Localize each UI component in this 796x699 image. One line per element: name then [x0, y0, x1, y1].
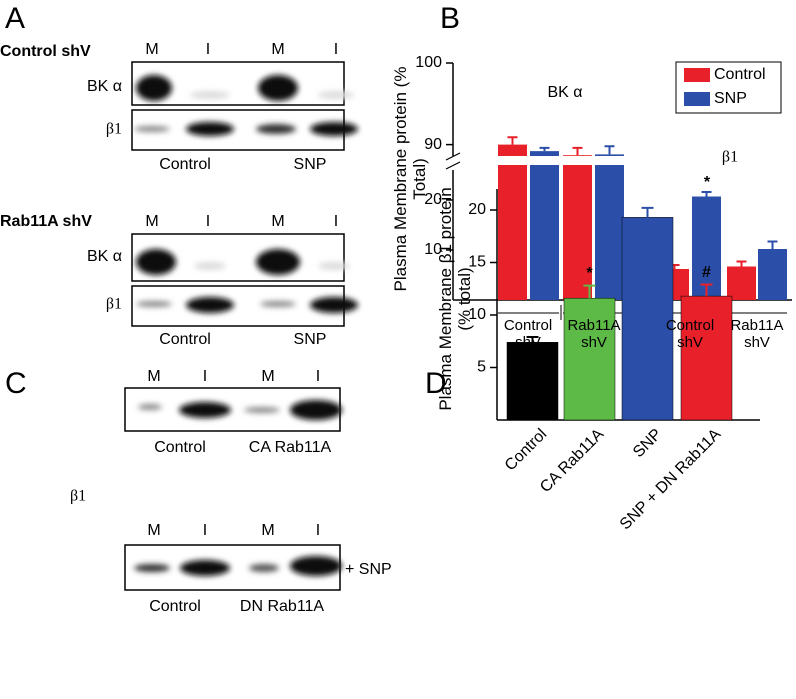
condition-label: Control	[159, 331, 211, 348]
bands	[134, 556, 342, 576]
error-bar	[604, 145, 615, 155]
lane-label: M	[261, 522, 274, 539]
y-tick-label: 20	[424, 191, 442, 208]
axis-break	[445, 152, 461, 161]
break-gap	[445, 156, 630, 165]
lane-label: I	[203, 368, 207, 385]
panel-label: C	[5, 367, 27, 400]
significance-mark: *	[586, 265, 593, 282]
y-tick-label: 10	[468, 306, 486, 323]
lane-label: M	[271, 213, 284, 230]
annotation: β1	[722, 149, 738, 166]
row-label: BK α	[87, 248, 122, 265]
y-axis-label: Plasma Membrane β1 protein (% total)	[436, 187, 474, 411]
legend-swatch	[684, 92, 710, 106]
y-tick-label: 20	[468, 201, 486, 218]
y-tick-label: 5	[477, 359, 486, 376]
legend-label: Control	[714, 66, 766, 83]
group-title: Control shV	[0, 43, 91, 60]
axis-break	[445, 161, 461, 170]
bar	[506, 342, 559, 421]
lane-label: M	[147, 368, 160, 385]
error-bar	[700, 283, 713, 297]
lane-label: M	[271, 41, 284, 58]
panel-label: D	[425, 367, 447, 400]
panel-label: A	[5, 2, 25, 35]
row-label: β1	[106, 121, 122, 138]
lane-label: I	[334, 41, 338, 58]
bar	[498, 144, 527, 300]
bar	[595, 154, 624, 300]
condition-label: Control	[149, 598, 201, 615]
protein-label: β1	[70, 488, 86, 505]
condition-label: SNP	[294, 156, 327, 173]
bands	[138, 400, 342, 420]
error-bar	[767, 240, 778, 249]
lane-label: I	[316, 522, 320, 539]
condition-label: Control	[154, 439, 206, 456]
condition-label: DN Rab11A	[240, 598, 325, 615]
legend-swatch	[684, 68, 710, 82]
row-label: β1	[106, 296, 122, 313]
x-tick-label: Control	[502, 426, 551, 475]
condition-label: SNP	[294, 331, 327, 348]
bar	[727, 266, 756, 300]
row-label: BK α	[87, 78, 122, 95]
annotation: BK α	[547, 84, 582, 101]
error-bar	[572, 146, 583, 156]
error-bar	[507, 136, 518, 145]
lane-label: I	[203, 522, 207, 539]
lane-label: M	[147, 522, 160, 539]
x-tick-label: SNP	[630, 426, 665, 461]
condition-label: Control	[159, 156, 211, 173]
error-bar	[701, 191, 712, 197]
legend-label: SNP	[714, 90, 747, 107]
lane-label: M	[261, 368, 274, 385]
bar	[530, 151, 559, 300]
lane-label: M	[145, 213, 158, 230]
y-tick-label: 10	[424, 241, 442, 258]
bands	[136, 249, 358, 313]
x-tick-label: Rab11A shV	[730, 317, 784, 351]
lane-label: M	[145, 41, 158, 58]
y-tick-label: 100	[415, 54, 442, 71]
significance-mark: *	[704, 174, 711, 191]
error-bar	[583, 284, 596, 299]
bar	[680, 295, 733, 421]
treatment-label: + SNP	[345, 561, 392, 578]
y-tick-label: 90	[424, 136, 442, 153]
error-bar	[736, 260, 747, 267]
x-tick-label: Control shV	[503, 317, 553, 351]
error-bar	[641, 206, 654, 218]
error-bar	[539, 146, 550, 152]
bar	[692, 196, 721, 300]
bar	[621, 217, 674, 421]
group-title: Rab11A shV	[0, 213, 92, 230]
y-tick-label: 15	[468, 254, 486, 271]
panel-label: B	[440, 2, 460, 35]
x-tick-label: Control shV	[665, 317, 715, 351]
bar	[563, 155, 592, 300]
lane-label: I	[334, 213, 338, 230]
y-axis-label: Plasma Membrane protein (% Total)	[391, 66, 429, 292]
error-bar	[526, 336, 539, 343]
bar	[563, 297, 616, 421]
condition-label: CA Rab11A	[249, 439, 332, 456]
significance-mark: #	[702, 264, 711, 281]
lane-label: I	[206, 41, 210, 58]
lane-label: I	[316, 368, 320, 385]
bar	[758, 249, 787, 300]
bands	[134, 75, 358, 136]
lane-label: I	[206, 213, 210, 230]
x-tick-label: SNP + DN Rab11A	[617, 426, 725, 534]
x-tick-label: Rab11A shV	[567, 317, 621, 351]
